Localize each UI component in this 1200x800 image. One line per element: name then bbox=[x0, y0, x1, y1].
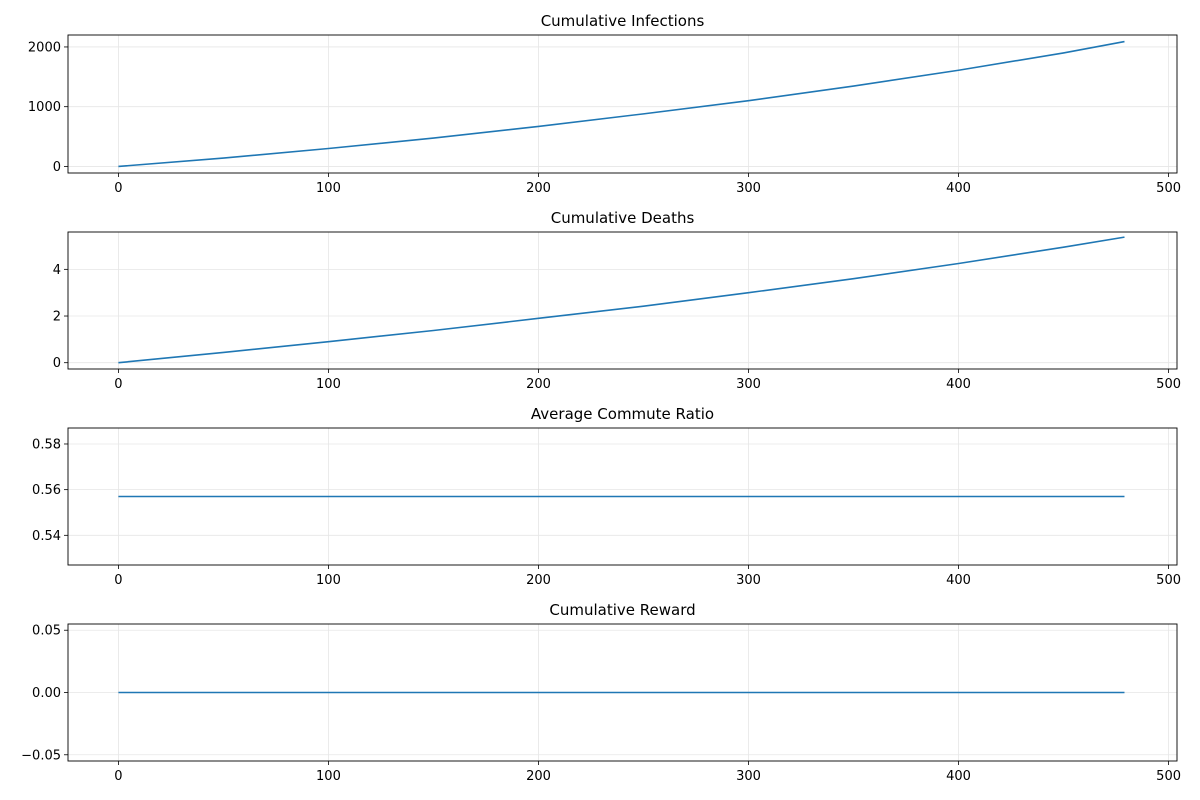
x-tick-label: 0 bbox=[114, 181, 122, 196]
y-tick-label: 0.05 bbox=[32, 624, 61, 639]
y-tick-label: 0.54 bbox=[32, 529, 61, 544]
y-tick-label: 0.58 bbox=[32, 437, 61, 452]
x-tick-label: 200 bbox=[526, 181, 551, 196]
x-tick-label: 500 bbox=[1156, 377, 1181, 392]
x-tick-label: 0 bbox=[114, 377, 122, 392]
subplot-2: 0 100 200 300 400 500 0 2 4 Cumulative Deaths bbox=[53, 209, 1181, 392]
subplot-3: 0 100 200 300 400 500 0.54 0.56 0.58 Average Comm… bbox=[32, 405, 1181, 588]
y-tick-label: 4 bbox=[53, 263, 61, 278]
x-tick-label: 400 bbox=[946, 377, 971, 392]
subplot-1: 0 100 200 300 400 500 0 1000 2000 Cumulative Infe… bbox=[28, 12, 1181, 196]
y-tick-label: 0 bbox=[53, 160, 61, 175]
x-tick-label: 400 bbox=[946, 573, 971, 588]
x-tick-label: 300 bbox=[736, 181, 761, 196]
x-tick-label: 500 bbox=[1156, 181, 1181, 196]
x-tick-label: 0 bbox=[114, 769, 122, 784]
axes-frame bbox=[67, 34, 1178, 174]
axes-frame bbox=[67, 427, 1178, 566]
subplot-title: Average Commute Ratio bbox=[531, 405, 714, 423]
x-tick-label: 100 bbox=[316, 769, 341, 784]
x-tick-label: 0 bbox=[114, 573, 122, 588]
x-tick-label: 500 bbox=[1156, 769, 1181, 784]
x-tick-label: 400 bbox=[946, 769, 971, 784]
series-line bbox=[118, 40, 1125, 168]
x-tick-label: 100 bbox=[316, 377, 341, 392]
y-tick-label: 0.00 bbox=[32, 686, 61, 701]
x-tick-label: 300 bbox=[736, 377, 761, 392]
y-tick-label: 1000 bbox=[28, 100, 61, 115]
y-tick-label: 0 bbox=[53, 356, 61, 371]
x-tick-label: 500 bbox=[1156, 573, 1181, 588]
x-tick-label: 100 bbox=[316, 181, 341, 196]
subplot-title: Cumulative Deaths bbox=[551, 209, 695, 227]
subplot-title: Cumulative Infections bbox=[541, 12, 705, 30]
x-tick-label: 300 bbox=[736, 769, 761, 784]
axes-frame bbox=[67, 231, 1178, 370]
x-tick-label: 300 bbox=[736, 573, 761, 588]
subplot-title: Cumulative Reward bbox=[549, 601, 695, 619]
series-line bbox=[118, 236, 1125, 364]
x-tick-label: 200 bbox=[526, 377, 551, 392]
y-tick-label: −0.05 bbox=[21, 748, 61, 763]
y-tick-label: 0.56 bbox=[32, 483, 61, 498]
x-tick-label: 400 bbox=[946, 181, 971, 196]
subplot-4: 0 100 200 300 400 500 −0.05 0.00 0.05 Cumulative … bbox=[21, 601, 1181, 784]
y-tick-label: 2 bbox=[53, 310, 61, 325]
x-tick-label: 200 bbox=[526, 769, 551, 784]
y-tick-label: 2000 bbox=[28, 40, 61, 55]
x-tick-label: 100 bbox=[316, 573, 341, 588]
x-tick-label: 200 bbox=[526, 573, 551, 588]
